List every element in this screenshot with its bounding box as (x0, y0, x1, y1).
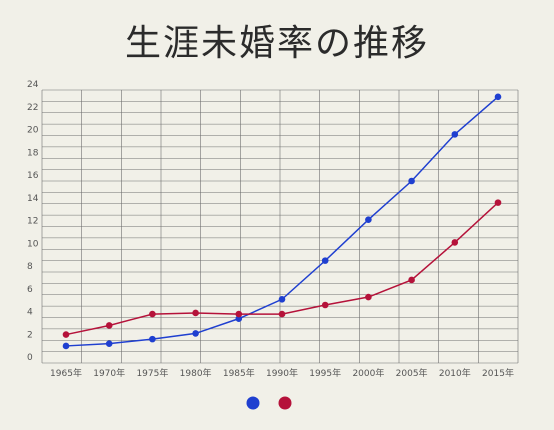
data-point (451, 239, 459, 246)
x-tick-label: 2005年 (396, 367, 428, 379)
y-tick-label: 22 (27, 103, 38, 113)
data-point (408, 177, 415, 185)
y-tick-label: 14 (27, 194, 39, 204)
y-tick-label: 16 (27, 171, 39, 181)
data-point (365, 216, 372, 223)
y-tick-label: 12 (27, 217, 38, 227)
series-line-1 (65, 96, 499, 347)
data-point (105, 322, 113, 329)
data-point (365, 293, 372, 301)
x-tick-label: 1975年 (136, 367, 168, 379)
x-tick-label: 2000年 (352, 367, 384, 379)
y-tick-label: 8 (27, 262, 33, 272)
x-axis-ticks: 1965年 1970年 1975年 1980年 1985年 1990年 1995年 2000年… (50, 367, 514, 379)
grid (41, 89, 519, 364)
y-tick-label: 4 (27, 308, 33, 318)
data-point (494, 199, 502, 206)
data-point (451, 131, 459, 138)
data-point (278, 310, 286, 318)
x-tick-label: 1985年 (223, 367, 255, 379)
data-point (494, 93, 502, 101)
y-tick-label: 6 (27, 285, 33, 295)
x-tick-label: 1970年 (93, 367, 125, 379)
legend (246, 396, 292, 410)
chart-title: 生涯未婚率の推移 (124, 23, 429, 64)
series-group (62, 93, 502, 350)
x-tick-label: 2015年 (482, 367, 514, 379)
data-point (149, 310, 156, 318)
y-tick-label: 0 (27, 353, 33, 363)
x-tick-label: 1995年 (309, 367, 341, 379)
legend-marker-1[interactable] (246, 396, 260, 410)
x-tick-label: 1980年 (180, 367, 212, 379)
data-point (62, 331, 70, 338)
data-point (321, 257, 329, 264)
y-tick-label: 20 (27, 126, 39, 136)
x-tick-label: 1965年 (50, 367, 82, 379)
y-tick-label: 10 (27, 239, 39, 249)
y-tick-label: 24 (27, 80, 39, 90)
x-tick-label: 1990年 (266, 367, 298, 379)
data-point (321, 301, 329, 309)
data-point (192, 330, 199, 337)
data-point (408, 276, 415, 284)
legend-marker-2[interactable] (278, 396, 292, 410)
data-point (62, 342, 70, 350)
data-point (149, 335, 156, 343)
data-point (105, 340, 113, 347)
y-tick-label: 18 (27, 148, 39, 158)
data-point (235, 310, 243, 318)
x-tick-label: 2010年 (439, 367, 471, 379)
y-tick-label: 2 (27, 330, 33, 340)
data-point (235, 315, 243, 322)
data-point (278, 296, 286, 303)
data-point (192, 309, 199, 317)
